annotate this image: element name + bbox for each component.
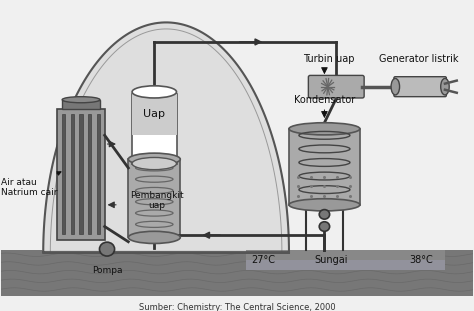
Bar (57, 109, 105, 239)
Bar (71, 114, 74, 234)
Ellipse shape (289, 123, 360, 135)
Ellipse shape (319, 222, 329, 231)
Ellipse shape (441, 78, 449, 95)
Text: Generator listrik: Generator listrik (379, 54, 459, 64)
Text: Pembangkit
uap: Pembangkit uap (130, 191, 183, 210)
Ellipse shape (128, 153, 180, 165)
Text: Uap: Uap (143, 109, 165, 118)
Ellipse shape (128, 231, 180, 244)
Ellipse shape (100, 242, 115, 256)
Ellipse shape (289, 199, 360, 211)
Bar (97, 114, 100, 234)
Text: Air atau
Natrium cair: Air atau Natrium cair (0, 172, 61, 197)
Bar (246, 260, 445, 270)
Bar (132, 94, 176, 135)
Ellipse shape (62, 97, 100, 103)
Bar (79, 114, 82, 234)
Bar (62, 114, 65, 234)
Text: Turbin uap: Turbin uap (303, 54, 355, 64)
Ellipse shape (132, 86, 176, 98)
Bar (62, 100, 100, 109)
FancyBboxPatch shape (394, 77, 447, 97)
Bar (128, 159, 180, 237)
Text: Kondensator: Kondensator (294, 95, 355, 105)
Bar (246, 250, 445, 270)
Ellipse shape (132, 157, 176, 169)
Ellipse shape (319, 210, 329, 219)
Bar (289, 129, 360, 205)
Ellipse shape (391, 78, 400, 95)
Text: Pompa: Pompa (92, 266, 122, 275)
Bar (88, 114, 91, 234)
Bar (132, 94, 176, 164)
Text: 27°C: 27°C (251, 255, 275, 265)
Text: Sumber: Chemistry: The Central Science, 2000: Sumber: Chemistry: The Central Science, … (139, 303, 335, 311)
Polygon shape (43, 22, 289, 253)
Bar (0, 250, 474, 296)
Text: Sungai: Sungai (315, 255, 348, 265)
FancyBboxPatch shape (309, 75, 364, 98)
Text: 38°C: 38°C (410, 255, 433, 265)
